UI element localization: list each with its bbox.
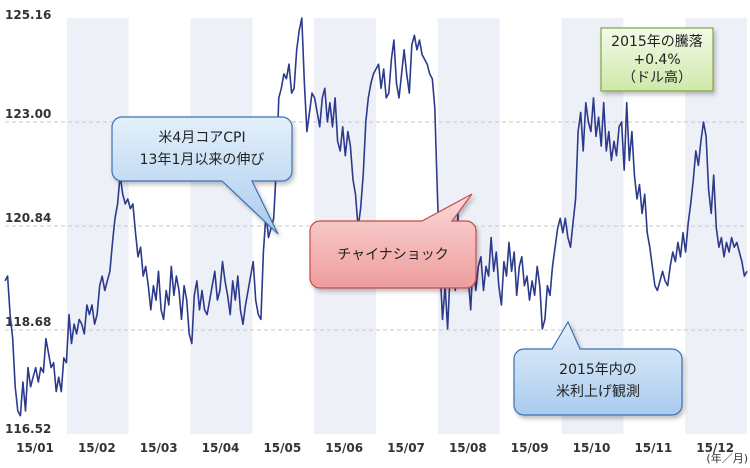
- x-tick-label: 15/02: [78, 441, 116, 455]
- y-tick-label: 125.16: [5, 8, 51, 22]
- x-tick-label: 15/06: [325, 441, 363, 455]
- callout-rate-hike-line2: 米利上げ観測: [556, 383, 640, 400]
- y-tick-label: 120.84: [5, 211, 51, 225]
- yearly-change-line1: 2015年の騰落: [611, 33, 703, 50]
- x-tick-label: 15/10: [573, 441, 611, 455]
- x-tick-label: 15/12: [696, 441, 734, 455]
- callout-china-shock-line1: チャイナショック: [337, 247, 449, 263]
- y-tick-label: 118.68: [5, 315, 51, 329]
- callout-cpi-line1: 米4月コアCPI: [158, 130, 245, 146]
- x-axis-unit: (年／月): [706, 451, 748, 465]
- callout-cpi-line2: 13年1月以来の伸び: [140, 152, 265, 168]
- y-axis-ticks: 125.16 123.00 120.84 118.68 116.52: [5, 8, 51, 436]
- month-band: [190, 18, 253, 434]
- x-tick-label: 15/05: [263, 441, 301, 455]
- yearly-change-box: [600, 27, 714, 92]
- series-line: [4, 17, 748, 417]
- yearly-change-line3: （ドル高）: [622, 69, 692, 86]
- x-tick-label: 15/01: [16, 441, 54, 455]
- callout-rate-hike: [513, 320, 683, 416]
- x-tick-label: 15/03: [140, 441, 178, 455]
- y-tick-label: 116.52: [5, 422, 51, 436]
- x-tick-label: 15/07: [387, 441, 425, 455]
- y-tick-label: 123.00: [5, 107, 51, 121]
- callout-cpi: [111, 116, 293, 235]
- callout-china-shock: [309, 193, 477, 289]
- callout-rate-hike-line1: 2015年内の: [559, 362, 637, 378]
- x-tick-label: 15/04: [202, 441, 240, 455]
- yearly-change-line2: +0.4%: [633, 52, 680, 68]
- x-tick-label: 15/09: [511, 441, 549, 455]
- x-tick-label: 15/11: [634, 441, 672, 455]
- x-tick-label: 15/08: [449, 441, 487, 455]
- x-axis-ticks: 15/01 15/02 15/03 15/04 15/05 15/06 15/07 15/08…: [16, 441, 734, 455]
